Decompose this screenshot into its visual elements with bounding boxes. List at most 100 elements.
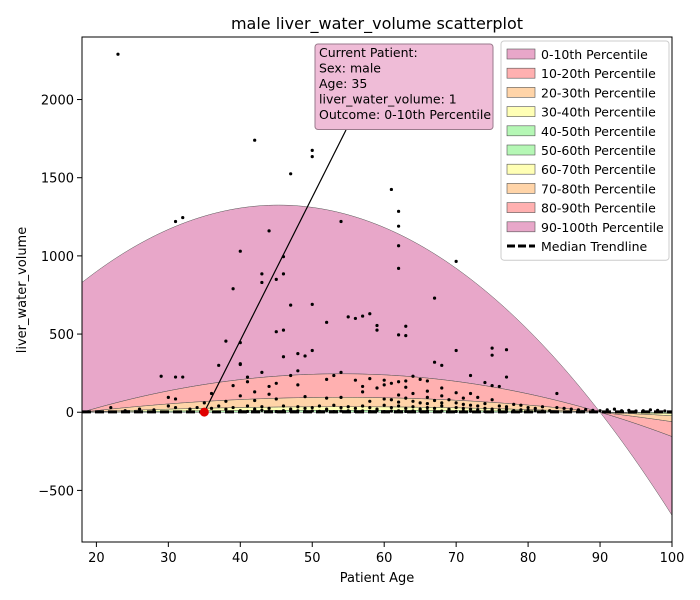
data-point <box>224 407 228 411</box>
data-point <box>245 380 250 384</box>
data-point <box>404 334 408 338</box>
data-point <box>440 401 444 405</box>
y-tick-label: −500 <box>38 484 74 499</box>
data-point <box>612 407 617 411</box>
data-point <box>440 394 444 398</box>
data-point <box>447 398 451 402</box>
y-axis-label: liver_water_volume <box>15 227 30 353</box>
data-point <box>238 249 242 253</box>
data-point <box>332 403 336 407</box>
data-point <box>181 375 185 379</box>
data-point <box>382 403 386 407</box>
y-tick-label: 500 <box>49 328 74 343</box>
data-point <box>281 404 286 408</box>
data-point <box>504 405 509 409</box>
data-point <box>490 346 494 350</box>
data-point <box>562 406 566 410</box>
data-point <box>274 397 278 401</box>
legend-label: 0-10th Percentile <box>541 47 648 62</box>
data-point <box>389 187 393 192</box>
data-point <box>368 399 372 403</box>
data-point <box>468 409 473 413</box>
data-point <box>483 380 487 385</box>
data-point <box>303 395 307 399</box>
data-point <box>454 391 458 395</box>
data-point <box>526 405 530 410</box>
legend-swatch <box>506 67 536 79</box>
data-point <box>260 408 264 412</box>
x-tick-label: 90 <box>592 551 609 566</box>
data-point <box>440 404 444 408</box>
legend-frame <box>500 40 670 261</box>
legend-swatch <box>506 163 536 175</box>
data-point <box>497 384 501 389</box>
legend-label: 20-30th Percentile <box>541 85 656 100</box>
data-point <box>497 404 501 408</box>
data-point <box>512 402 516 407</box>
x-tick-label: 50 <box>304 551 321 566</box>
data-point <box>418 377 422 381</box>
data-point <box>411 374 415 378</box>
data-point <box>468 403 473 407</box>
data-point <box>267 384 271 389</box>
legend-swatch <box>506 125 536 137</box>
data-point <box>325 396 329 400</box>
data-point <box>346 405 350 409</box>
legend-swatch <box>506 202 536 213</box>
legend-label: Median Trendline <box>541 239 648 254</box>
annotation-line: Sex: male <box>319 61 381 76</box>
data-point <box>188 407 192 411</box>
legend-swatch <box>506 144 536 156</box>
data-point <box>166 404 170 408</box>
data-point <box>555 391 559 396</box>
data-point <box>116 52 120 56</box>
data-point <box>166 395 170 399</box>
data-point <box>519 409 523 413</box>
data-point <box>404 406 408 410</box>
annotation-arrow <box>203 129 347 413</box>
data-point <box>519 403 523 407</box>
data-point <box>454 405 458 410</box>
data-point <box>490 353 494 357</box>
x-tick-label: 40 <box>232 551 249 566</box>
y-tick-label: 1000 <box>41 250 74 265</box>
data-point <box>432 360 437 364</box>
data-point <box>389 405 393 410</box>
data-point <box>209 406 214 410</box>
data-point <box>260 405 264 409</box>
legend-label: 90-100th Percentile <box>541 220 664 235</box>
data-point <box>296 369 300 373</box>
data-point <box>173 397 178 401</box>
data-point <box>296 405 300 409</box>
data-point <box>663 409 667 413</box>
data-point <box>382 397 386 401</box>
data-point <box>368 312 372 316</box>
x-axis: 20 30 40 50 60 70 80 90 100 <box>88 542 684 566</box>
legend-swatch <box>506 221 536 233</box>
data-point <box>432 398 437 403</box>
data-point <box>231 287 235 291</box>
data-point <box>404 385 408 389</box>
data-point <box>411 391 415 396</box>
data-point <box>375 386 379 390</box>
data-point <box>418 401 422 405</box>
x-tick-label: 100 <box>660 551 685 566</box>
y-axis: −500 0 500 1000 1500 2000 <box>38 94 82 499</box>
data-point <box>353 378 358 382</box>
data-point <box>361 384 365 389</box>
x-tick-label: 70 <box>448 551 465 566</box>
data-point <box>238 362 242 367</box>
data-point <box>425 405 429 410</box>
chart-title: male liver_water_volume scatterplot <box>231 14 523 34</box>
data-point <box>440 363 444 367</box>
data-point <box>281 272 286 276</box>
data-point <box>361 314 365 318</box>
data-point <box>238 394 242 398</box>
annotation-line: liver_water_volume: 1 <box>319 92 457 107</box>
data-point <box>411 399 415 403</box>
data-point <box>181 215 185 220</box>
current-patient-marker <box>199 407 209 417</box>
data-point <box>339 395 343 399</box>
data-point <box>267 229 271 233</box>
data-point <box>289 373 293 378</box>
